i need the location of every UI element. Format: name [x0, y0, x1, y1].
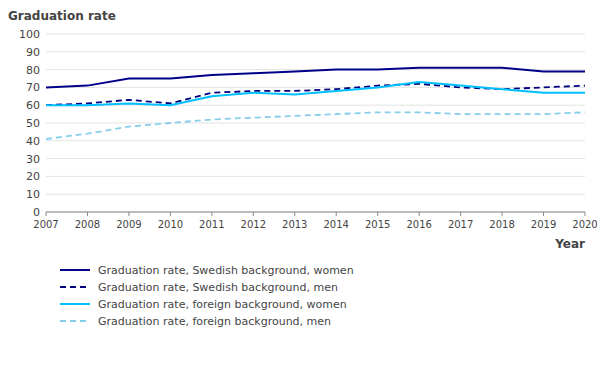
x-tick-label: 2009 [116, 219, 141, 230]
legend-swatch [60, 269, 90, 271]
x-tick-label: 2015 [365, 219, 390, 230]
x-tick-label: 2019 [531, 219, 556, 230]
grid-line [46, 105, 585, 106]
x-tick-label: 2011 [199, 219, 224, 230]
y-axis-label: Graduation rate [8, 9, 116, 23]
y-tick-label: 50 [26, 117, 40, 130]
grid-line [46, 51, 585, 52]
x-tick [46, 212, 47, 216]
series-line [46, 82, 585, 105]
y-tick-label: 30 [26, 153, 40, 166]
x-tick-label: 2016 [406, 219, 431, 230]
x-tick-label: 2014 [324, 219, 349, 230]
x-tick-label: 2013 [282, 219, 307, 230]
series-line [46, 112, 585, 139]
y-tick-label: 100 [19, 28, 40, 41]
x-tick [336, 212, 337, 216]
grid-line [46, 194, 585, 195]
x-axis-label: Year [554, 237, 585, 251]
y-tick-label: 10 [26, 188, 40, 201]
series-line [46, 84, 585, 105]
y-tick-label: 20 [26, 170, 40, 183]
y-tick-label: 90 [26, 46, 40, 59]
x-tick [543, 212, 544, 216]
grid-line [46, 212, 585, 213]
x-tick [419, 212, 420, 216]
x-tick-label: 2018 [489, 219, 514, 230]
x-tick [87, 212, 88, 216]
y-tick-label: 70 [26, 81, 40, 94]
x-tick-label: 2020 [572, 219, 597, 230]
x-tick [585, 212, 586, 216]
legend-swatch [60, 303, 90, 305]
series-line [46, 68, 585, 88]
legend: Graduation rate, Swedish background, wom… [60, 264, 354, 328]
grid [46, 34, 585, 212]
legend-swatch [60, 286, 90, 288]
x-tick-label: 2010 [158, 219, 183, 230]
legend-label: Graduation rate, foreign background, wom… [98, 298, 347, 311]
grid-line [46, 158, 585, 159]
x-tick [128, 212, 129, 216]
x-tick [377, 212, 378, 216]
grid-line [46, 87, 585, 88]
y-tick-label: 0 [33, 206, 40, 219]
x-tick [460, 212, 461, 216]
x-tick [294, 212, 295, 216]
x-tick-label: 2012 [241, 219, 266, 230]
grid-line [46, 34, 585, 35]
legend-label: Graduation rate, Swedish background, men [98, 281, 338, 294]
x-tick-label: 2007 [33, 219, 58, 230]
lines [46, 68, 585, 139]
x-tick-label: 2017 [448, 219, 473, 230]
x-axis [46, 212, 585, 213]
x-tick [502, 212, 503, 216]
legend-label: Graduation rate, Swedish background, wom… [98, 264, 354, 277]
x-tick [211, 212, 212, 216]
y-tick-label: 60 [26, 99, 40, 112]
legend-swatch [60, 320, 90, 322]
y-tick-label: 80 [26, 64, 40, 77]
x-tick [170, 212, 171, 216]
x-tick-label: 2008 [75, 219, 100, 230]
y-tick-label: 40 [26, 135, 40, 148]
grid-line [46, 140, 585, 141]
grid-line [46, 176, 585, 177]
grid-line [46, 123, 585, 124]
x-tick [253, 212, 254, 216]
legend-label: Graduation rate, foreign background, men [98, 315, 331, 328]
chart: 0 10 20 30 40 50 60 70 80 90 100 2007 2008 2009 2010 20… [0, 0, 605, 366]
